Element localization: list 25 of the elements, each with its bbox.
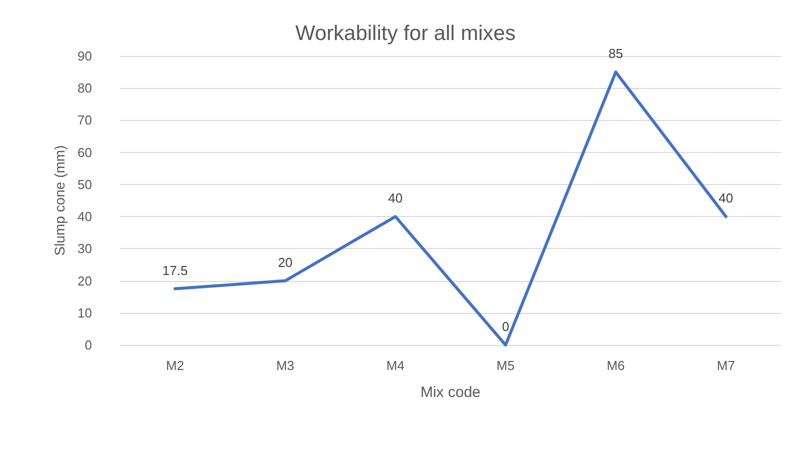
x-tick-label: M2 [166,358,184,373]
y-tick-label: 60 [78,144,92,160]
x-tick-label: M6 [606,358,625,373]
y-tick-label: 0 [84,338,92,352]
y-tick-label: 30 [78,241,92,256]
x-tick-label: M3 [276,358,294,373]
y-tick-label: 50 [78,176,92,192]
chart-title: Workability for all mixes [295,22,516,45]
x-tick-label: M5 [496,358,515,373]
data-label: 17.5 [162,262,188,278]
y-tick-label: 70 [78,112,92,128]
data-label: 0 [502,319,510,334]
y-tick-label: 20 [78,273,92,288]
data-label: 40 [388,190,403,206]
y-tick-label: 10 [78,305,92,320]
y-axis-title: Slump cone (mm) [52,145,68,256]
y-tick-label: 90 [78,48,92,64]
data-label: 20 [278,254,292,270]
y-tick-label: 80 [78,80,92,96]
data-label: 40 [718,190,734,206]
x-axis-title: Mix code [420,384,481,401]
x-tick-label: M4 [386,358,404,373]
x-tick-label: M7 [716,358,735,373]
data-label: 85 [608,46,623,62]
y-tick-label: 40 [78,209,92,224]
